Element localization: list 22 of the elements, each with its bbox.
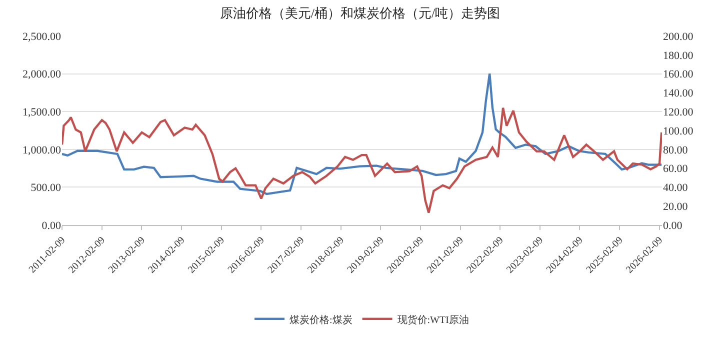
legend-label: 现货价:WTI原油 bbox=[397, 314, 469, 326]
y2-tick-label: 120.00 bbox=[663, 106, 694, 118]
y2-tick-label: 80.00 bbox=[663, 144, 688, 156]
y2-tick-label: 140.00 bbox=[663, 88, 694, 100]
y-tick-label: 2,000.00 bbox=[22, 68, 62, 81]
y-tick-label: 500.00 bbox=[30, 182, 62, 194]
line-series bbox=[62, 106, 662, 214]
y2-tick-label: 100.00 bbox=[663, 125, 694, 138]
y-tick-label: 2,500.00 bbox=[22, 30, 62, 43]
chart-title: 原油价格（美元/桶）和煤炭价格（元/吨）走势图 bbox=[220, 6, 500, 21]
y2-tick-label: 180.00 bbox=[663, 50, 694, 62]
y-tick-label: 1,000.00 bbox=[22, 144, 62, 156]
y2-tick-label: 60.00 bbox=[663, 163, 688, 176]
y2-tick-label: 0.00 bbox=[663, 220, 683, 232]
y2-tick-label: 20.00 bbox=[663, 200, 688, 213]
legend-label: 煤炭价格:煤炭 bbox=[290, 314, 352, 326]
line-series bbox=[62, 72, 662, 196]
y2-tick-label: 160.00 bbox=[663, 68, 694, 81]
y2-tick-label: 200.00 bbox=[663, 30, 694, 43]
y-tick-label: 0.00 bbox=[42, 220, 62, 232]
y2-tick-label: 40.00 bbox=[663, 182, 688, 194]
y-tick-label: 1,500.00 bbox=[22, 106, 62, 118]
